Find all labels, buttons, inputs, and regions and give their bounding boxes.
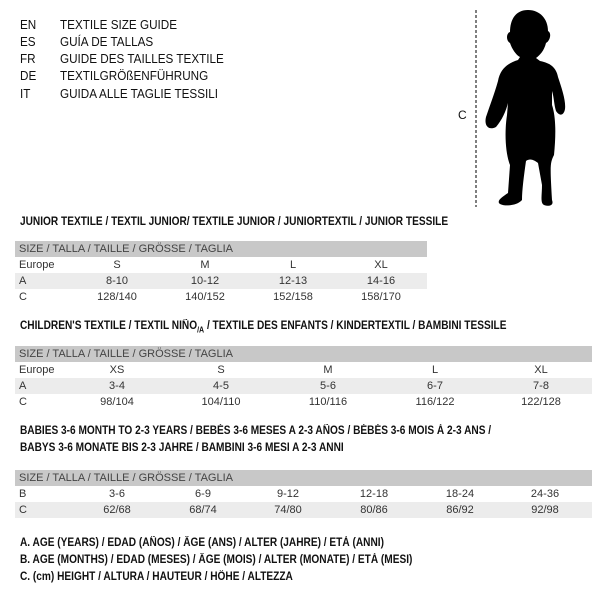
cell: 24-36 [530, 488, 560, 500]
cell: XL [534, 364, 548, 376]
row-label: Europe [19, 364, 55, 376]
cell: 3-6 [109, 488, 125, 500]
cell: XL [374, 259, 388, 271]
cell: 104/110 [201, 396, 241, 408]
cell: 152/158 [273, 291, 313, 303]
babies-size-table: SIZE / TALLA / TAILLE / GRÖSSE / TAGLIA … [15, 470, 592, 518]
cell: 92/98 [531, 504, 559, 516]
legend-c: C. (cm) HEIGHT / ALTURA / HAUTEUR / HÖHE… [20, 571, 293, 583]
title-subscript: /A [197, 325, 205, 335]
table-row: Europe XS S M L XL [15, 362, 592, 378]
cell: 158/170 [361, 291, 401, 303]
baby-silhouette-icon [475, 10, 566, 207]
table-row: A 8-10 10-12 12-13 14-16 [15, 273, 427, 289]
cell: S [113, 259, 121, 271]
table-row: B 3-6 6-9 9-12 12-18 18-24 24-36 [15, 486, 592, 502]
table-row: C 128/140 140/152 152/158 158/170 [15, 289, 427, 305]
row-label: A [19, 380, 27, 392]
babies-section-title-line1: BABIES 3-6 MONTH TO 2-3 YEARS / BEBÉS 3-… [20, 425, 492, 437]
cell: XS [109, 364, 125, 376]
cell: 6-7 [427, 380, 443, 392]
cell: 122/128 [521, 396, 561, 408]
children-size-table: SIZE / TALLA / TAILLE / GRÖSSE / TAGLIA … [15, 346, 592, 410]
cell: 86/92 [446, 504, 474, 516]
cell: 12-13 [278, 275, 308, 287]
cell: 12-18 [359, 488, 389, 500]
height-label: C [458, 108, 467, 122]
row-label: C [19, 291, 27, 303]
cell: 140/152 [185, 291, 225, 303]
legend-a: A. AGE (YEARS) / EDAD (AÑOS) / ÂGE (ANS)… [20, 537, 384, 549]
lang-code-de: DE [20, 68, 37, 83]
table-row: Europe S M L XL [15, 257, 427, 273]
table-header: SIZE / TALLA / TAILLE / GRÖSSE / TAGLIA [15, 241, 427, 257]
cell: 68/74 [189, 504, 217, 516]
cell: S [217, 364, 225, 376]
cell: 6-9 [195, 488, 211, 500]
cell: 4-5 [213, 380, 229, 392]
cell: 18-24 [445, 488, 475, 500]
cell: 14-16 [366, 275, 396, 287]
cell: 9-12 [276, 488, 300, 500]
table-header: SIZE / TALLA / TAILLE / GRÖSSE / TAGLIA [15, 470, 592, 486]
row-label: C [19, 504, 27, 516]
cell: 10-12 [190, 275, 220, 287]
cell: L [289, 259, 297, 271]
cell: L [431, 364, 439, 376]
cell: 74/80 [274, 504, 302, 516]
babies-section-title-line2: BABYS 3-6 MONATE BIS 2-3 JAHRE / BAMBINI… [20, 442, 344, 454]
table-row: A 3-4 4-5 5-6 6-7 7-8 [15, 378, 592, 394]
lang-title-en: TEXTILE SIZE GUIDE [60, 17, 178, 32]
cell: M [323, 364, 333, 376]
lang-title-es: GUÍA DE TALLAS [60, 34, 154, 49]
cell: 98/104 [100, 396, 134, 408]
lang-code-it: IT [20, 86, 31, 101]
cell: 116/122 [415, 396, 455, 408]
cell: 128/140 [97, 291, 137, 303]
cell: 3-4 [109, 380, 125, 392]
title-part: / TEXTILE DES ENFANTS / KINDERTEXTIL / B… [204, 320, 507, 332]
cell: 62/68 [103, 504, 131, 516]
lang-title-de: TEXTILGRÖßENFÜHRUNG [60, 68, 209, 83]
lang-title-fr: GUIDE DES TAILLES TEXTILE [60, 51, 224, 66]
lang-code-fr: FR [20, 51, 36, 66]
cell: 8-10 [105, 275, 129, 287]
row-label: A [19, 275, 27, 287]
row-label: Europe [19, 259, 55, 271]
children-section-title: CHILDREN'S TEXTILE / TEXTIL NIÑO/A / TEX… [20, 320, 506, 334]
legend-b: B. AGE (MONTHS) / EDAD (MESES) / ÂGE (MO… [20, 554, 413, 566]
table-header: SIZE / TALLA / TAILLE / GRÖSSE / TAGLIA [15, 346, 592, 362]
cell: 110/116 [308, 396, 348, 408]
row-label: C [19, 396, 27, 408]
row-label: B [19, 488, 27, 500]
table-row: C 98/104 104/110 110/116 116/122 122/128 [15, 394, 592, 410]
junior-size-table: SIZE / TALLA / TAILLE / GRÖSSE / TAGLIA … [15, 241, 427, 305]
table-row: C 62/68 68/74 74/80 80/86 86/92 92/98 [15, 502, 592, 518]
lang-code-en: EN [20, 17, 37, 32]
lang-title-it: GUIDA ALLE TAGLIE TESSILI [60, 86, 219, 101]
cell: 80/86 [360, 504, 388, 516]
cell: 5-6 [320, 380, 336, 392]
junior-section-title: JUNIOR TEXTILE / TEXTIL JUNIOR/ TEXTILE … [20, 216, 449, 228]
cell: M [200, 259, 210, 271]
lang-code-es: ES [20, 34, 36, 49]
title-part: CHILDREN'S TEXTILE / TEXTIL NIÑO [20, 320, 198, 332]
cell: 7-8 [533, 380, 549, 392]
